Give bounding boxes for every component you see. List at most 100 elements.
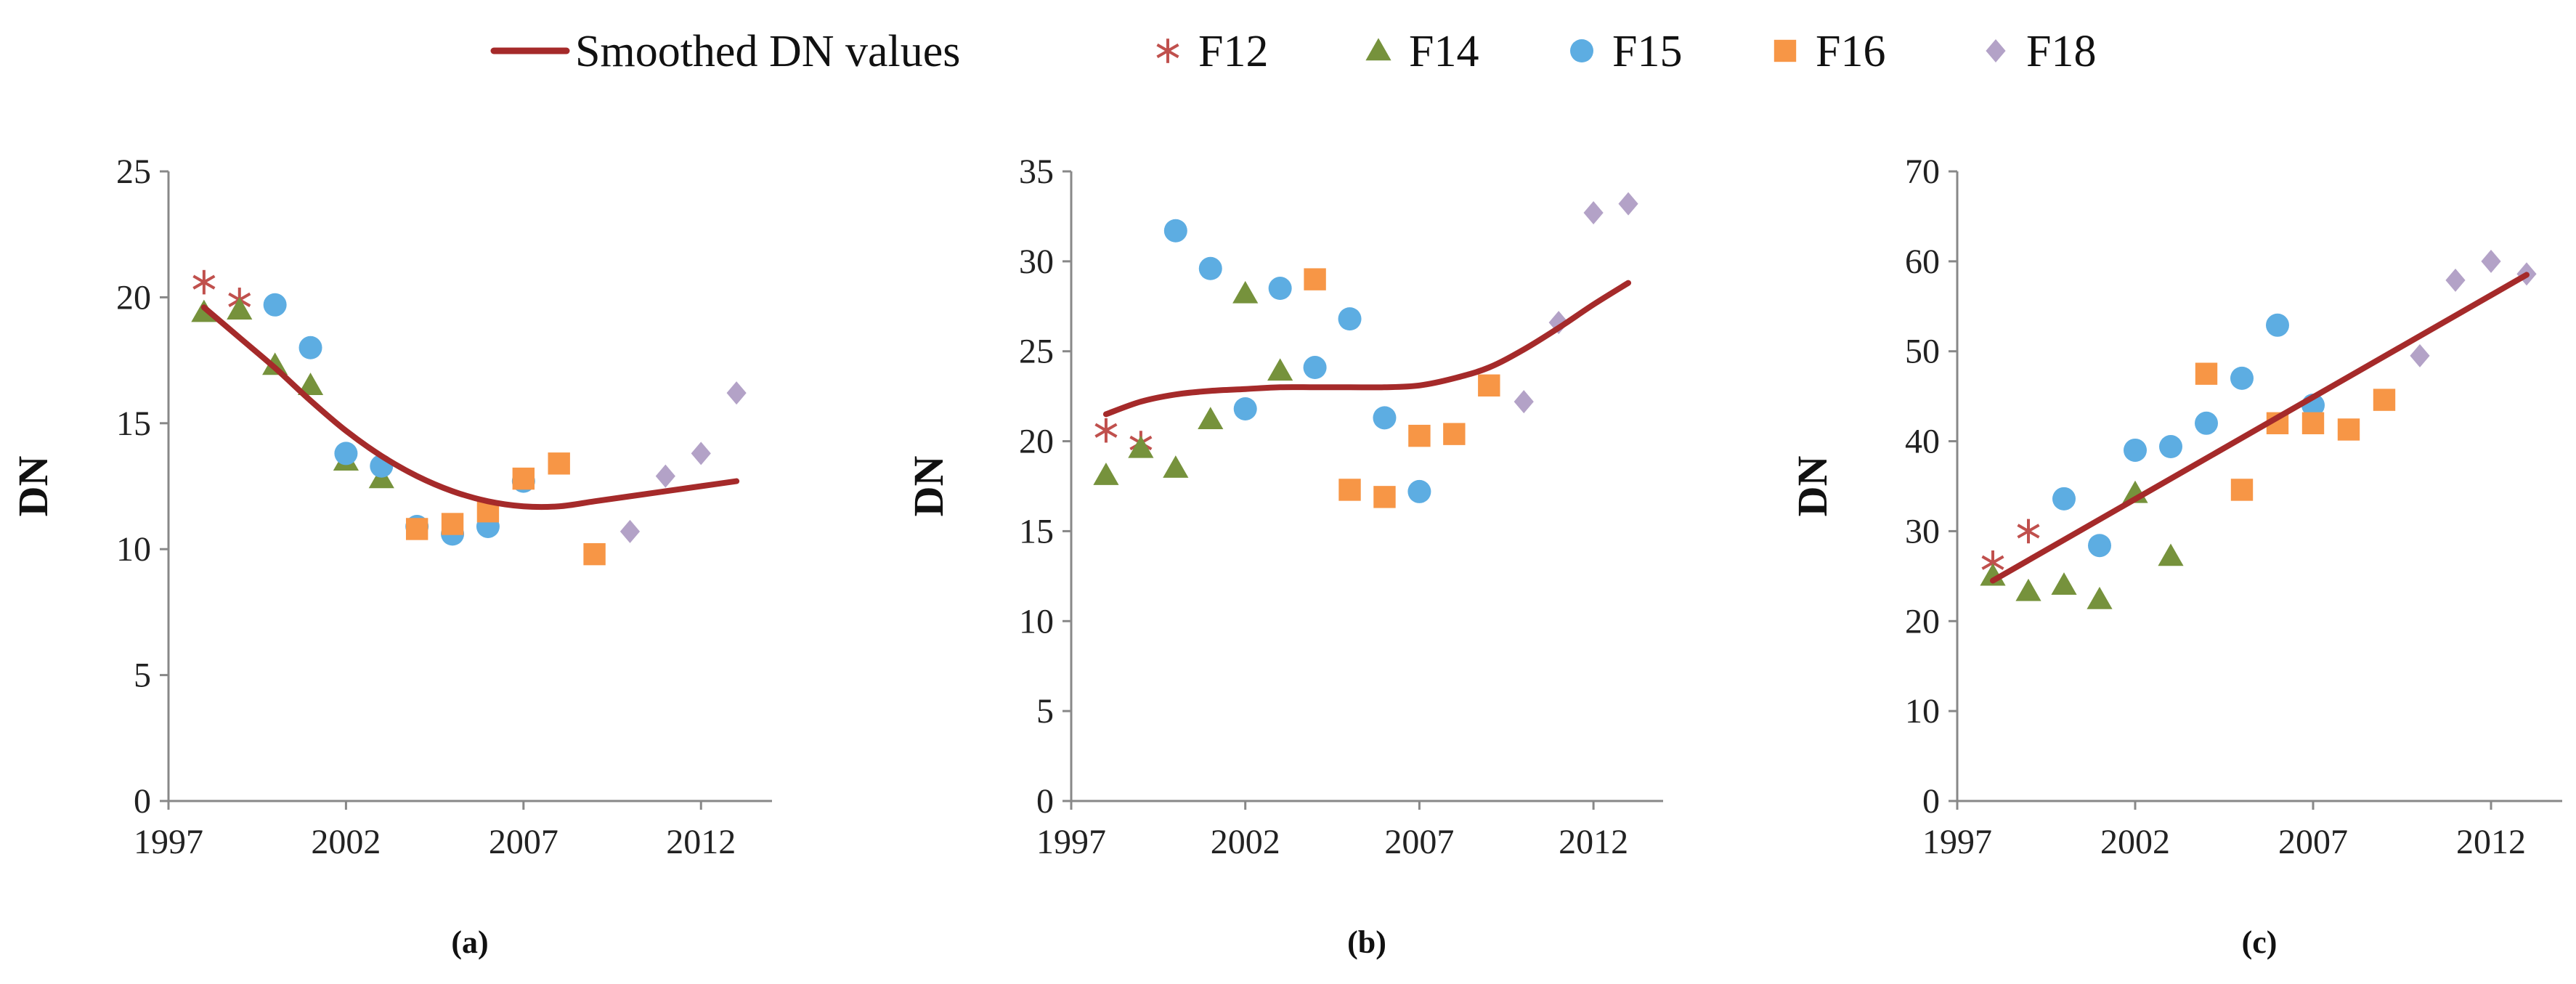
data-point-f16 bbox=[512, 467, 535, 490]
y-tick-label: 35 bbox=[1019, 153, 1054, 191]
smoothed-dn-line bbox=[1102, 280, 1632, 418]
legend-star-icon-stroke bbox=[1156, 43, 1179, 59]
data-point-f14 bbox=[1198, 407, 1224, 430]
data-point-f14 bbox=[262, 352, 288, 375]
legend-square-icon bbox=[1773, 39, 1797, 62]
data-point-f15 bbox=[2052, 487, 2076, 511]
y-tick-label: 0 bbox=[1922, 782, 1940, 821]
data-point-f18 bbox=[726, 381, 747, 405]
data-point-f16 bbox=[1478, 374, 1500, 397]
data-point-f15 bbox=[2195, 411, 2218, 435]
data-point-f16 bbox=[1338, 479, 1361, 501]
data-point-f15 bbox=[1407, 479, 1431, 503]
legend-item-f15: F15 bbox=[1570, 27, 1682, 76]
data-point-f14 bbox=[297, 373, 324, 395]
data-point-f16 bbox=[441, 513, 464, 535]
series-f15 bbox=[2052, 313, 2325, 558]
series-f16 bbox=[405, 452, 606, 566]
data-point-f16 bbox=[2195, 362, 2218, 385]
x-tick-label: 1997 bbox=[1036, 823, 1106, 861]
x-tick-label: 2007 bbox=[2278, 823, 2348, 861]
data-point-f15 bbox=[1163, 219, 1187, 243]
data-point-f16 bbox=[583, 542, 606, 566]
data-point-f16 bbox=[2337, 418, 2360, 441]
x-tick-label: 2007 bbox=[489, 823, 558, 861]
data-point-f16 bbox=[2230, 479, 2254, 501]
data-point-f18 bbox=[2445, 268, 2466, 292]
data-point-f14 bbox=[2158, 543, 2184, 566]
data-point-f15 bbox=[1268, 277, 1292, 301]
data-point-f14 bbox=[1232, 280, 1259, 304]
data-point-f12-stroke bbox=[2017, 524, 2040, 539]
y-tick-label: 25 bbox=[1019, 333, 1054, 371]
y-tick-label: 50 bbox=[1905, 333, 1940, 371]
data-point-f15 bbox=[2124, 438, 2147, 462]
x-tick-label: 2007 bbox=[1384, 823, 1454, 861]
x-tick-label: 1997 bbox=[134, 823, 203, 861]
legend: Smoothed DN values F12 F14 F15 F16 F18 bbox=[490, 27, 2096, 76]
data-point-f15 bbox=[1303, 356, 1327, 380]
data-point-f14 bbox=[2087, 586, 2113, 609]
y-tick-label: 30 bbox=[1905, 512, 1940, 550]
x-tick-label: 2012 bbox=[1559, 823, 1628, 861]
data-point-f16 bbox=[1373, 486, 1396, 508]
legend-label: F12 bbox=[1198, 27, 1268, 76]
data-point-f18 bbox=[619, 519, 641, 543]
x-tick-label: 2002 bbox=[1211, 823, 1280, 861]
legend-item-f14: F14 bbox=[1365, 27, 1479, 76]
legend-star-icon bbox=[1156, 38, 1179, 63]
panel-b: 0 5 10 15 20 25 30 35 1997 2002 2007 2012 DN (b) bbox=[905, 153, 1663, 960]
legend-label: Smoothed DN values bbox=[575, 27, 960, 76]
data-point-f15 bbox=[2159, 435, 2182, 459]
y-tick-label: 20 bbox=[116, 278, 151, 317]
x-tick-label: 2002 bbox=[311, 823, 381, 861]
series-f12 bbox=[1981, 519, 2040, 575]
data-point-f15 bbox=[334, 442, 358, 465]
data-point-f18 bbox=[1513, 390, 1534, 414]
data-point-f14 bbox=[227, 297, 253, 320]
legend-item-f12: F12 bbox=[1156, 27, 1268, 76]
data-point-f15 bbox=[1233, 397, 1257, 420]
y-tick-label: 0 bbox=[134, 782, 151, 821]
y-tick-label: 0 bbox=[1036, 782, 1054, 821]
data-point-f14 bbox=[1267, 358, 1293, 381]
y-tick-label: 70 bbox=[1905, 153, 1940, 191]
series-f18 bbox=[1513, 192, 1638, 414]
series-f15 bbox=[1163, 219, 1431, 503]
data-point-f15 bbox=[1198, 256, 1222, 280]
data-point-f15 bbox=[1338, 307, 1362, 331]
panel-a: 0 5 10 15 20 25 1997 2002 2007 2012 DN (a) bbox=[9, 153, 772, 960]
smoothed-dn-line bbox=[1990, 272, 2530, 584]
x-tick-label: 2002 bbox=[2100, 823, 2170, 861]
legend-label: F18 bbox=[2026, 27, 2096, 76]
legend-item-f16: F16 bbox=[1773, 27, 1885, 76]
legend-item-f18: F18 bbox=[1986, 27, 2096, 76]
y-tick-label: 10 bbox=[1019, 602, 1054, 641]
y-tick-label: 20 bbox=[1019, 423, 1054, 461]
panel-c: 0 10 20 30 40 50 60 70 1997 2002 2007 2012 DN (c) bbox=[1789, 153, 2562, 960]
x-tick-label: 1997 bbox=[1922, 823, 1992, 861]
data-point-f16 bbox=[2301, 412, 2325, 434]
y-tick-label: 5 bbox=[1036, 692, 1054, 731]
series-f16 bbox=[1304, 268, 1500, 508]
y-tick-label: 60 bbox=[1905, 243, 1940, 281]
legend-item-smoothed: Smoothed DN values bbox=[490, 27, 960, 76]
data-point-f15 bbox=[263, 293, 287, 317]
data-point-f16 bbox=[1443, 423, 1466, 445]
data-point-f16 bbox=[405, 518, 428, 540]
data-point-f12-stroke bbox=[1981, 555, 2004, 570]
y-tick-label: 15 bbox=[1019, 512, 1054, 550]
smoothed-dn-line bbox=[200, 304, 740, 511]
data-point-f14 bbox=[1128, 435, 1154, 458]
data-point-f16 bbox=[548, 452, 570, 475]
y-tick-label: 40 bbox=[1905, 423, 1940, 461]
data-point-f15 bbox=[298, 336, 322, 359]
data-point-f18 bbox=[691, 442, 711, 465]
y-axis-title: DN bbox=[905, 456, 952, 517]
data-point-f12 bbox=[2017, 519, 2040, 544]
data-point-f18 bbox=[2481, 249, 2501, 273]
data-point-f14 bbox=[1163, 455, 1189, 478]
series-f16 bbox=[2195, 362, 2396, 501]
data-point-f15 bbox=[1373, 406, 1397, 430]
